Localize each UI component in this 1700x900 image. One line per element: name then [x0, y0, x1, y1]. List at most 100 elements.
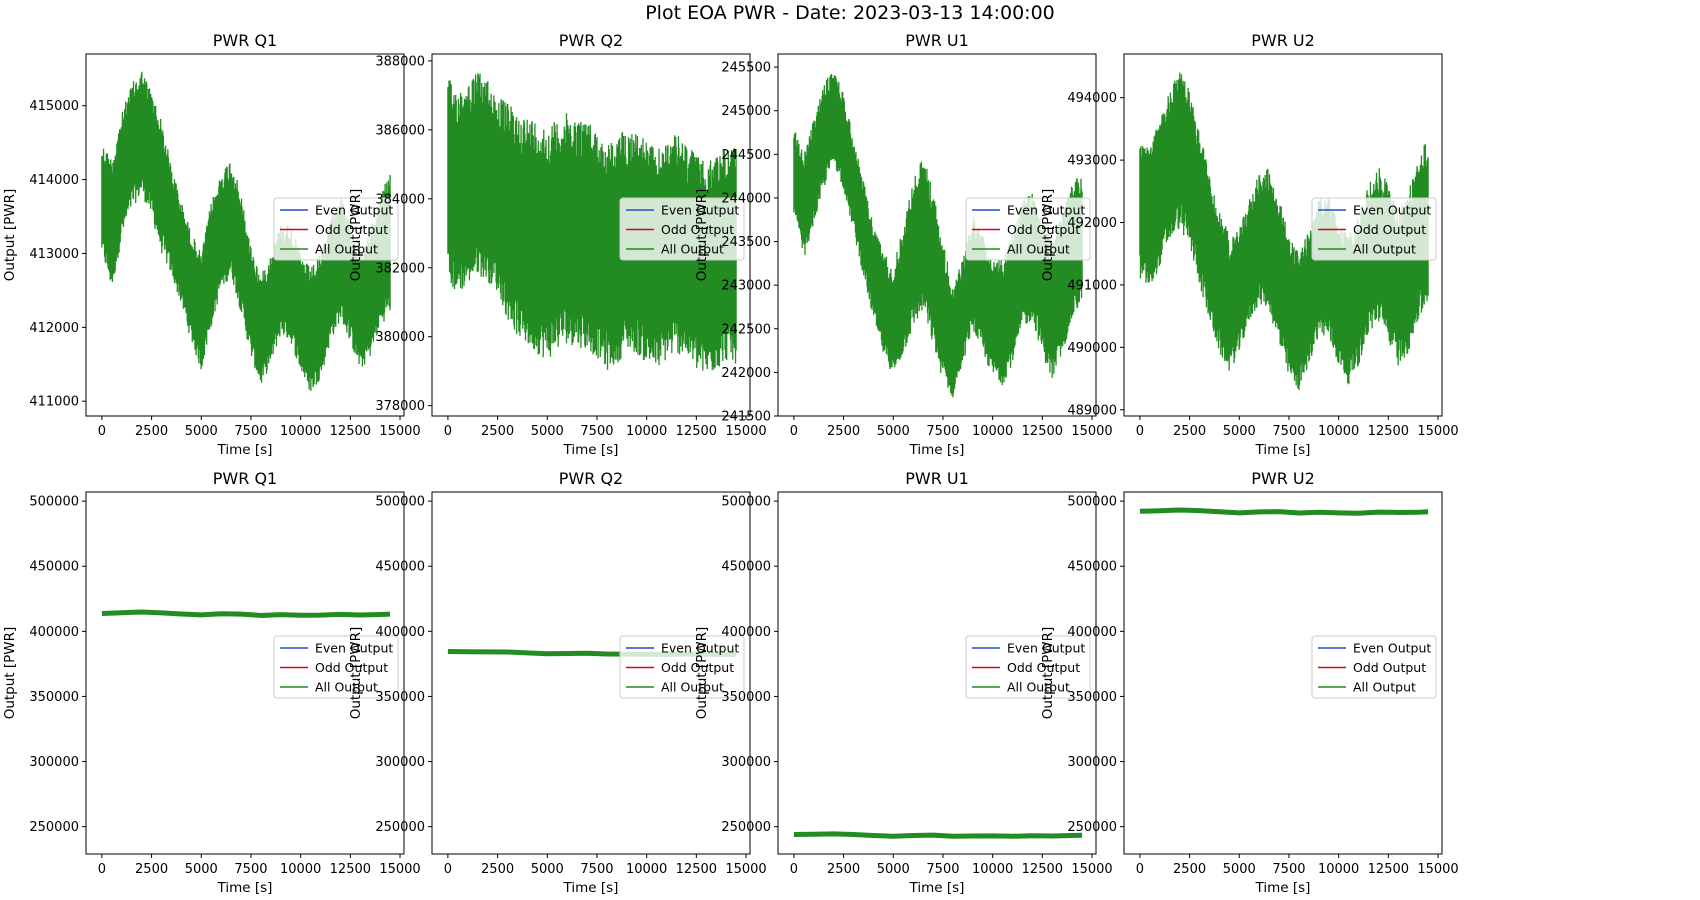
plot-area: [101, 71, 391, 391]
y-tick-label: 450000: [375, 560, 425, 575]
y-tick-label: 300000: [29, 755, 79, 770]
legend: Even Output Odd Output All Output: [965, 635, 1091, 699]
x-tick-label: 15000: [379, 424, 420, 439]
y-tick-label: 414000: [29, 173, 79, 188]
legend-box: [965, 197, 1091, 261]
x-tick-label: 10000: [626, 424, 667, 439]
y-tick-label: 250000: [721, 820, 771, 835]
x-tick-label: 12500: [1368, 424, 1409, 439]
y-axis-label: Output [PWR]: [2, 627, 18, 720]
x-tick-label: 7500: [234, 862, 267, 877]
legend-box: [1311, 635, 1437, 699]
y-tick-label: 500000: [721, 495, 771, 510]
series-all-output: [101, 609, 391, 618]
y-axis-label: Output [PWR]: [2, 189, 18, 282]
figure-title: Plot EOA PWR - Date: 2023-03-13 14:00:00: [645, 2, 1055, 24]
plot-frame: [777, 491, 1097, 855]
x-tick-label: 0: [1136, 424, 1144, 439]
x-tick-label: 0: [444, 424, 452, 439]
x-tick-label: 7500: [580, 424, 613, 439]
legend-label: Even Output: [661, 641, 739, 656]
legend-label: Even Output: [661, 203, 739, 218]
y-tick-label: 489000: [1067, 403, 1117, 418]
subplot-title: PWR Q2: [559, 469, 623, 488]
x-tick-label: 12500: [330, 862, 371, 877]
x-tick-label: 0: [98, 424, 106, 439]
legend-box: [965, 635, 1091, 699]
x-tick-label: 5000: [877, 424, 910, 439]
y-tick-label: 493000: [1067, 154, 1117, 169]
x-tick-label: 7500: [234, 424, 267, 439]
subplot-title: PWR U2: [1251, 469, 1315, 488]
legend-label: All Output: [315, 680, 378, 695]
y-tick-label: 378000: [375, 399, 425, 414]
legend: Even Output Odd Output All Output: [619, 635, 745, 699]
x-tick-label: 2500: [481, 424, 514, 439]
y-tick-label: 400000: [1067, 625, 1117, 640]
legend-label: All Output: [661, 242, 724, 257]
subplot-2: PWR Q2 0 2500 5000 7500 10000 12500 15000 378000…: [348, 31, 767, 458]
y-tick-label: 300000: [1067, 755, 1117, 770]
x-tick-label: 5000: [1223, 862, 1256, 877]
legend-label: Even Output: [1353, 203, 1431, 218]
x-tick-label: 10000: [972, 424, 1013, 439]
x-tick-label: 10000: [1318, 424, 1359, 439]
x-tick-label: 7500: [926, 862, 959, 877]
x-tick-label: 15000: [1071, 862, 1112, 877]
legend-box: [1311, 197, 1437, 261]
y-tick-label: 491000: [1067, 278, 1117, 293]
x-tick-label: 0: [444, 862, 452, 877]
y-tick-label: 244000: [721, 191, 771, 206]
series-all-output: [1139, 507, 1429, 516]
subplot-4: PWR U2 0 2500 5000 7500 10000 12500 15000 489000…: [1040, 31, 1459, 458]
x-tick-label: 0: [790, 424, 798, 439]
plot-frame: [85, 491, 405, 855]
x-tick-label: 7500: [926, 424, 959, 439]
subplot-title: PWR U2: [1251, 31, 1315, 50]
plot-frame: [1123, 53, 1443, 417]
x-axis-label: Time [s]: [909, 442, 965, 458]
legend-box: [619, 635, 745, 699]
y-tick-label: 384000: [375, 192, 425, 207]
x-tick-label: 15000: [1417, 862, 1458, 877]
y-tick-label: 242500: [721, 322, 771, 337]
y-tick-label: 500000: [375, 495, 425, 510]
legend-label: All Output: [1353, 680, 1416, 695]
plot-area: [1139, 507, 1429, 516]
y-tick-label: 411000: [29, 395, 79, 410]
y-tick-label: 245500: [721, 61, 771, 76]
x-tick-label: 15000: [725, 862, 766, 877]
y-tick-label: 245000: [721, 104, 771, 119]
subplot-title: PWR U1: [905, 31, 969, 50]
x-tick-label: 5000: [185, 424, 218, 439]
y-tick-label: 350000: [375, 690, 425, 705]
x-axis-label: Time [s]: [217, 880, 273, 896]
legend-label: Odd Output: [1007, 660, 1080, 675]
y-tick-label: 250000: [29, 820, 79, 835]
x-tick-label: 15000: [1071, 424, 1112, 439]
x-axis-label: Time [s]: [563, 442, 619, 458]
y-tick-label: 450000: [29, 560, 79, 575]
plot-area: [793, 831, 1083, 839]
x-tick-label: 5000: [531, 424, 564, 439]
x-tick-label: 0: [790, 862, 798, 877]
x-tick-label: 12500: [330, 424, 371, 439]
x-tick-label: 12500: [1368, 862, 1409, 877]
legend-label: All Output: [1007, 680, 1070, 695]
legend: Even Output Odd Output All Output: [965, 197, 1091, 261]
x-tick-label: 2500: [135, 424, 168, 439]
legend-box: [619, 197, 745, 261]
y-tick-label: 490000: [1067, 341, 1117, 356]
legend-label: Odd Output: [315, 222, 388, 237]
y-axis-label: Output [PWR]: [1040, 189, 1056, 282]
y-axis-label: Output [PWR]: [348, 189, 364, 282]
subplot-1: PWR Q1 0 2500 5000 7500 10000 12500 15000 411000…: [2, 31, 421, 458]
y-tick-label: 450000: [1067, 560, 1117, 575]
y-axis-label: Output [PWR]: [694, 627, 710, 720]
y-tick-label: 400000: [29, 625, 79, 640]
x-tick-label: 10000: [1318, 862, 1359, 877]
x-tick-label: 12500: [1022, 862, 1063, 877]
x-tick-label: 10000: [626, 862, 667, 877]
x-tick-label: 0: [1136, 862, 1144, 877]
